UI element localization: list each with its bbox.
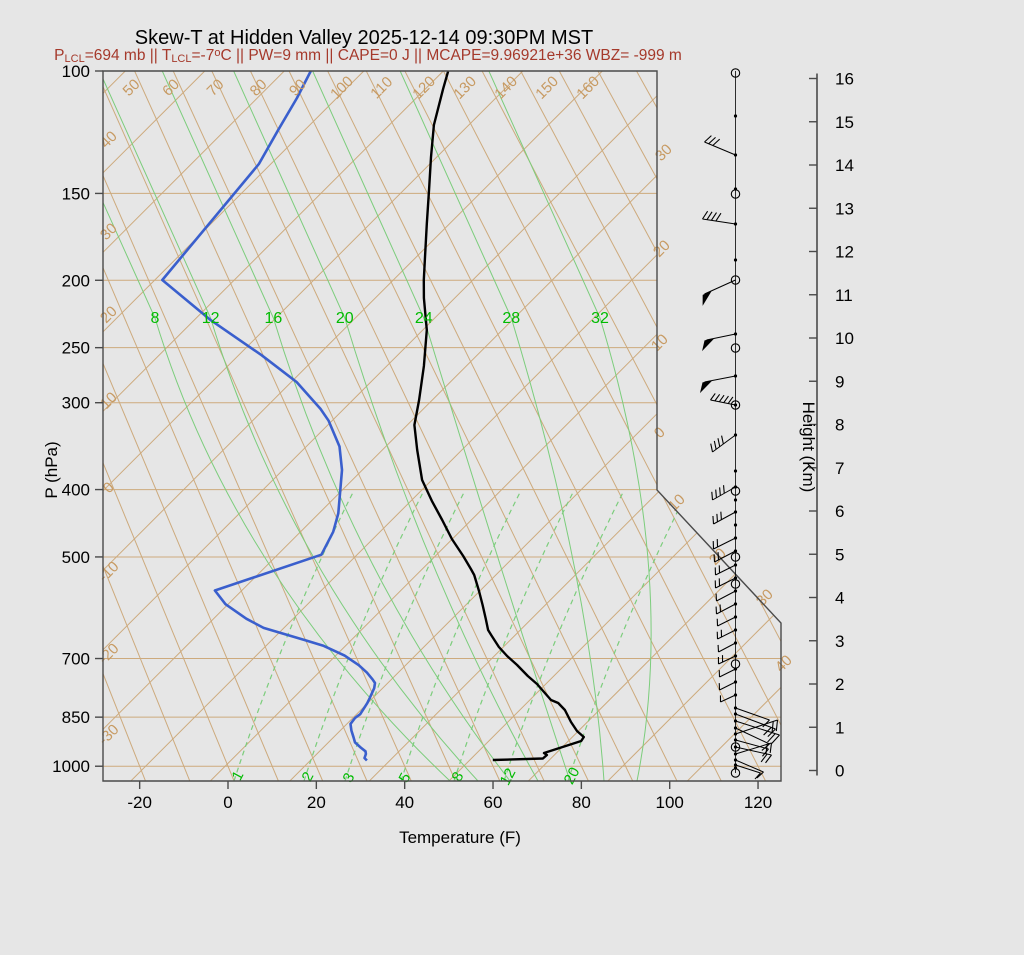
label: 300: [62, 394, 90, 413]
label: 9: [835, 372, 844, 391]
label: 700: [62, 650, 90, 669]
label: 16: [835, 70, 854, 89]
label: 3: [835, 632, 844, 651]
label: 1000: [52, 757, 90, 776]
label: 24: [415, 310, 433, 327]
tspan: =694 mb || T: [85, 47, 172, 64]
label: 2: [835, 675, 844, 694]
subtitle: PLCL=694 mb || TLCL=-7oC || PW=9 mm || C…: [54, 47, 682, 66]
circle: [734, 469, 737, 472]
label: 28: [502, 310, 520, 327]
label: 200: [62, 271, 90, 290]
circle: [734, 498, 737, 501]
label: 80: [572, 793, 591, 812]
circle: [734, 258, 737, 261]
label: 0: [835, 762, 844, 781]
label: 120: [744, 793, 772, 812]
label: 14: [835, 156, 854, 175]
circle: [734, 523, 737, 526]
label: 16: [265, 310, 283, 327]
label: 60: [484, 793, 503, 812]
label: Height (Km): [799, 402, 818, 493]
label: 20: [307, 793, 326, 812]
label: 500: [62, 548, 90, 567]
label: P (hPa): [42, 441, 61, 498]
line: [717, 514, 718, 522]
line: [716, 490, 717, 498]
titles: Skew-T at Hidden Valley 2025-12-14 09:30…: [54, 27, 682, 65]
line: [724, 485, 725, 493]
label: 100: [656, 793, 684, 812]
tspan: =-7: [192, 47, 215, 64]
label: 8: [835, 416, 844, 435]
page-title: Skew-T at Hidden Valley 2025-12-14 09:30…: [135, 27, 593, 49]
tspan: C || PW=9 mm || CAPE=0 J || MCAPE=9.9692…: [220, 47, 681, 64]
label: 6: [835, 502, 844, 521]
label: 850: [62, 708, 90, 727]
label: 12: [835, 243, 854, 262]
label: 32: [591, 310, 609, 327]
label: 11: [835, 286, 853, 305]
x-axis-title: Temperature (F): [399, 828, 521, 847]
label: 10: [835, 329, 854, 348]
label: 13: [835, 199, 854, 218]
label: 5: [835, 545, 844, 564]
tspan: LCL: [65, 53, 85, 65]
line: [712, 492, 713, 500]
label: 15: [835, 113, 854, 132]
label: 150: [62, 184, 90, 203]
label: 4: [835, 589, 844, 608]
circle: [734, 114, 737, 117]
label: 0: [223, 793, 232, 812]
line: [713, 516, 714, 524]
label: 8: [151, 310, 160, 327]
tspan: LCL: [171, 53, 191, 65]
label: 7: [835, 459, 844, 478]
label: 1: [835, 718, 844, 737]
label: 20: [336, 310, 354, 327]
label: 400: [62, 481, 90, 500]
line: [720, 487, 721, 495]
label: 250: [62, 339, 90, 358]
tspan: P: [54, 47, 64, 64]
label: -20: [127, 793, 152, 812]
line: [721, 512, 722, 520]
label: 12: [202, 310, 220, 327]
label: Temperature (F): [399, 828, 521, 847]
label: 40: [395, 793, 414, 812]
